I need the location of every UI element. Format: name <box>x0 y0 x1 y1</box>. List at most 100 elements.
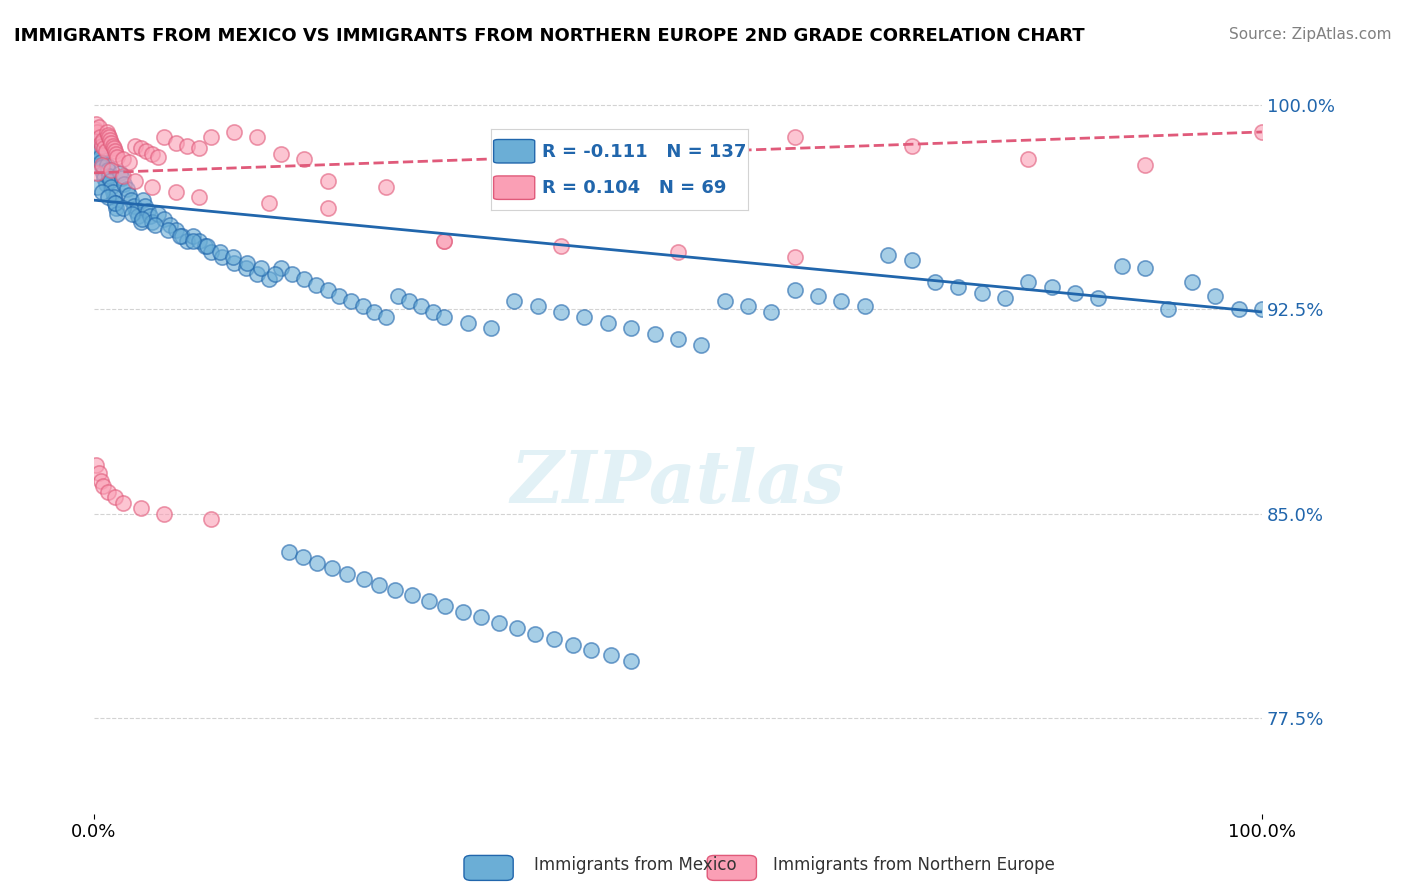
Point <box>246 130 269 145</box>
Point <box>96 125 118 139</box>
Point <box>176 138 198 153</box>
Point <box>264 267 287 281</box>
Point <box>86 166 108 180</box>
Point <box>89 149 111 163</box>
Point <box>666 332 689 346</box>
Point <box>104 491 127 505</box>
Point <box>1181 275 1204 289</box>
Point <box>141 215 163 229</box>
Point <box>98 133 121 147</box>
Point <box>401 589 423 603</box>
Point <box>581 643 603 657</box>
Point <box>550 153 572 167</box>
Point <box>101 138 124 153</box>
Point <box>103 190 125 204</box>
Point <box>146 149 169 163</box>
Point <box>257 272 280 286</box>
Point <box>112 169 135 183</box>
Point <box>434 599 457 614</box>
Point <box>146 207 169 221</box>
Point <box>100 163 122 178</box>
Point <box>1251 302 1274 317</box>
Point <box>574 310 596 325</box>
Point <box>136 204 159 219</box>
Point <box>479 321 502 335</box>
Text: Immigrants from Northern Europe: Immigrants from Northern Europe <box>773 856 1054 874</box>
Point <box>124 174 146 188</box>
Point <box>1251 125 1274 139</box>
Point <box>124 138 146 153</box>
Point <box>104 144 127 158</box>
Point <box>620 654 643 668</box>
Point <box>807 288 830 302</box>
Point <box>84 117 107 131</box>
Point <box>97 190 120 204</box>
Point <box>713 293 735 308</box>
Point <box>122 198 145 212</box>
Point <box>561 638 583 652</box>
Point <box>374 179 396 194</box>
Point <box>409 300 432 314</box>
Point <box>105 146 128 161</box>
Point <box>596 316 619 330</box>
Point <box>90 155 112 169</box>
Point <box>98 174 121 188</box>
Point <box>91 161 114 175</box>
Point <box>457 316 479 330</box>
Point <box>877 247 900 261</box>
Point <box>433 234 456 248</box>
Point <box>470 610 492 624</box>
Point <box>374 310 396 325</box>
Point <box>93 171 115 186</box>
Point <box>105 149 128 163</box>
Point <box>194 239 217 253</box>
Point <box>211 251 233 265</box>
Point <box>387 288 409 302</box>
Point <box>84 138 107 153</box>
Point <box>129 215 152 229</box>
Point <box>104 195 127 210</box>
Point <box>1133 261 1156 276</box>
Point <box>526 300 548 314</box>
Point <box>97 163 120 178</box>
Point <box>222 251 245 265</box>
Point <box>101 185 124 199</box>
Point <box>853 300 876 314</box>
Point <box>134 198 156 212</box>
Point <box>250 261 273 276</box>
Point <box>543 632 565 646</box>
Point <box>737 300 759 314</box>
Point <box>524 626 547 640</box>
Point <box>153 507 176 521</box>
Point <box>84 458 107 472</box>
Point <box>195 239 218 253</box>
Point <box>270 146 292 161</box>
Point <box>948 280 970 294</box>
Point <box>994 291 1017 305</box>
Point <box>143 218 166 232</box>
Point <box>328 288 350 302</box>
Point <box>141 179 163 194</box>
Point <box>422 305 444 319</box>
Point <box>165 136 187 150</box>
Point <box>121 207 143 221</box>
Point <box>783 130 806 145</box>
Point <box>112 496 135 510</box>
Point <box>222 256 245 270</box>
Point <box>666 166 689 180</box>
Point <box>129 141 152 155</box>
Point <box>340 293 363 308</box>
Point <box>91 138 114 153</box>
Point <box>96 158 118 172</box>
Point <box>353 572 375 586</box>
Point <box>115 182 138 196</box>
Point <box>292 272 315 286</box>
Point <box>666 244 689 259</box>
Point <box>135 144 157 158</box>
Point <box>108 166 131 180</box>
Point <box>188 141 211 155</box>
Point <box>165 185 187 199</box>
Point <box>132 193 155 207</box>
Point <box>200 512 222 526</box>
Point <box>600 648 623 663</box>
